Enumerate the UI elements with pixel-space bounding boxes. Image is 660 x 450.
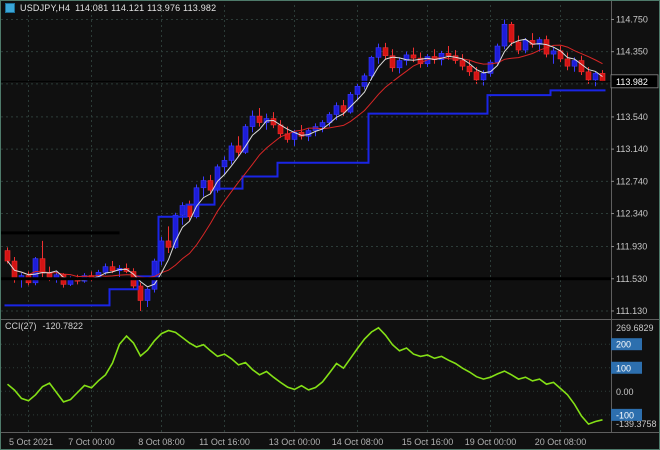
price-axis-label: 112.340: [616, 209, 648, 219]
candle: [109, 261, 116, 274]
cci-line: [6, 326, 603, 426]
current-price-label: 113.982: [616, 77, 648, 87]
candle: [354, 83, 361, 100]
candle: [592, 71, 599, 87]
price-axis-label: 113.540: [616, 112, 648, 122]
cci-level-label: -100: [616, 410, 634, 420]
candle: [445, 46, 452, 60]
candle: [172, 212, 179, 249]
ma-fast-line: [7, 38, 603, 288]
time-axis-label: 11 Oct 16:00: [199, 437, 250, 447]
current-price-box: [610, 74, 659, 89]
candle: [242, 124, 249, 154]
candle: [375, 43, 382, 64]
time-axis-label: 8 Oct 08:00: [138, 437, 185, 447]
price-axis-label: 114.750: [616, 14, 648, 24]
candle: [515, 35, 522, 55]
candle: [389, 49, 396, 72]
candle: [221, 156, 228, 175]
time-axis-label: 7 Oct 00:00: [68, 437, 115, 447]
cci-axis[interactable]: 269.6829 -139.3758 200 100 0.00 -100: [611, 323, 657, 429]
candle: [207, 174, 214, 195]
candle: [165, 226, 172, 253]
grid-layer: [1, 5, 611, 433]
price-axis-label: 113.140: [616, 144, 648, 154]
cci-level-label: 200: [616, 340, 631, 350]
candle: [256, 108, 263, 127]
candle: [326, 112, 333, 127]
candle: [550, 47, 557, 64]
cci-level-box: [611, 338, 642, 351]
candle: [193, 184, 200, 219]
candle: [347, 91, 354, 114]
candle: [158, 236, 165, 266]
candle: [410, 47, 417, 63]
candle: [396, 57, 403, 74]
candle: [179, 202, 186, 225]
candle: [235, 136, 242, 157]
candle: [501, 19, 508, 50]
candle: [228, 142, 235, 165]
candle: [403, 51, 410, 66]
cci-level-box: [611, 408, 642, 421]
price-axis-label: 112.740: [616, 176, 648, 186]
cci-level-box: [611, 361, 642, 374]
candle: [508, 21, 515, 47]
candle: [487, 59, 494, 77]
time-axis-label: 13 Oct 00:00: [269, 437, 321, 447]
price-axis-label: 114.350: [616, 47, 648, 57]
candle: [536, 37, 543, 52]
price-axis-label: 111.930: [616, 242, 647, 252]
price-axis-label: 111.130: [616, 306, 647, 316]
candle: [319, 120, 326, 133]
time-axis-label: 20 Oct 08:00: [535, 437, 587, 447]
candle: [144, 287, 151, 307]
time-axis-label: 15 Oct 16:00: [402, 437, 454, 447]
candle: [466, 59, 473, 76]
candle: [494, 43, 501, 66]
candle: [382, 42, 389, 60]
cci-min-label: -139.3758: [616, 419, 657, 429]
cci-max-label: 269.6829: [616, 323, 654, 333]
candle: [368, 55, 375, 80]
candle: [564, 52, 571, 71]
cci-level-label: 100: [616, 363, 631, 373]
time-axis-label: 14 Oct 08:00: [332, 437, 384, 447]
candle: [39, 240, 46, 278]
time-axis-label: 5 Oct 2021: [9, 437, 53, 447]
price-axis[interactable]: 114.750 114.350 113.540 113.140 112.740 112.3…: [610, 14, 659, 316]
candles-layer: [4, 19, 606, 311]
cci-level-label: 0.00: [616, 387, 634, 397]
candle: [459, 54, 466, 71]
candle: [571, 57, 578, 72]
candle: [137, 282, 144, 311]
step-support-line: [4, 89, 606, 307]
time-axis-label: 19 Oct 00:00: [465, 437, 517, 447]
price-axis-label: 111.530: [616, 274, 647, 284]
ma-slow-line: [7, 44, 603, 279]
time-axis[interactable]: 5 Oct 2021 7 Oct 00:00 8 Oct 08:00 11 Oct 1…: [9, 437, 586, 447]
candle: [249, 110, 256, 133]
candle: [522, 37, 529, 54]
candle: [417, 52, 424, 68]
candle: [53, 271, 60, 283]
candle: [200, 176, 207, 197]
